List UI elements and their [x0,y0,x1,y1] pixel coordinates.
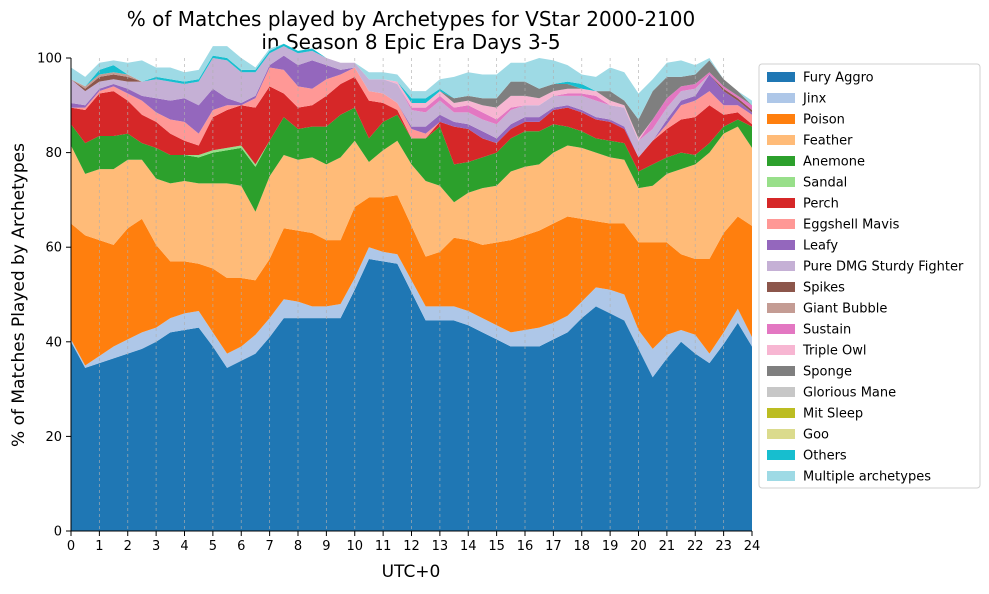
legend-swatch-giant-bubble [767,303,795,313]
x-axis-label: UTC+0 [382,562,441,582]
x-tick-label-2: 2 [124,539,132,554]
legend-label-giant-bubble: Giant Bubble [803,302,887,317]
legend-swatch-poison [767,114,795,124]
x-tick-label-16: 16 [517,539,534,554]
x-tick-label-12: 12 [403,539,420,554]
legend-swatch-sponge [767,366,795,376]
legend-label-jinx: Jinx [802,92,827,107]
legend-label-pure-dmg-sturdy-fighter: Pure DMG Sturdy Fighter [803,260,964,275]
y-tick-label-100: 100 [37,52,62,67]
y-tick-label-80: 80 [45,146,62,161]
x-tick-label-19: 19 [602,539,619,554]
area-multiple-archetypes [71,43,752,120]
legend-label-leafy: Leafy [803,239,838,254]
y-tick-label-20: 20 [45,430,62,445]
x-tick-label-5: 5 [209,539,217,554]
legend-swatch-mit-sleep [767,408,795,418]
x-tick-label-0: 0 [67,539,75,554]
x-tick-label-4: 4 [180,539,188,554]
legend-label-sponge: Sponge [803,365,852,380]
legend-label-glorious-mane: Glorious Mane [803,386,896,401]
legend-label-fury-aggro: Fury Aggro [803,71,874,86]
legend-label-anemone: Anemone [803,155,865,170]
legend-label-feather: Feather [803,134,853,149]
legend: Fury Aggro Jinx Poison Feather Anemone Sandal… [758,63,981,489]
x-tick-label-14: 14 [460,539,477,554]
legend-swatch-feather [767,135,795,145]
x-tick-label-13: 13 [432,539,449,554]
x-tick-label-3: 3 [152,539,160,554]
x-tick-label-22: 22 [687,539,704,554]
chart-title-line-1: % of Matches played by Archetypes for VS… [127,7,696,31]
chart-title: % of Matches played by Archetypes for VS… [127,7,696,54]
legend-swatch-jinx [767,93,795,103]
legend-label-perch: Perch [803,197,839,212]
legend-swatch-pure-dmg-sturdy-fighter [767,261,795,271]
legend-swatch-goo [767,429,795,439]
x-tick-label-8: 8 [294,539,302,554]
legend-swatch-multiple-archetypes [767,471,795,481]
legend-label-triple-owl: Triple Owl [802,344,866,359]
y-tick-label-60: 60 [45,241,62,256]
x-tick-label-18: 18 [573,539,590,554]
x-tick-label-21: 21 [659,539,676,554]
x-tick-label-23: 23 [715,539,732,554]
legend-label-sustain: Sustain [803,323,851,338]
legend-frame [758,63,981,489]
legend-label-goo: Goo [803,428,829,443]
legend-swatch-others [767,450,795,460]
x-tick-label-7: 7 [265,539,273,554]
x-tick-label-9: 9 [322,539,330,554]
area-leafy [71,55,752,158]
area-jinx [71,247,752,378]
legend-label-eggshell-mavis: Eggshell Mavis [803,218,900,233]
legend-label-multiple-archetypes: Multiple archetypes [803,470,931,485]
x-tick-label-1: 1 [95,539,103,554]
legend-swatch-sandal [767,177,795,187]
legend-swatch-triple-owl [767,345,795,355]
legend-swatch-eggshell-mavis [767,219,795,229]
legend-swatch-spikes [767,282,795,292]
legend-swatch-perch [767,198,795,208]
x-tick-label-17: 17 [545,539,562,554]
x-tick-label-20: 20 [630,539,647,554]
legend-swatch-leafy [767,240,795,250]
legend-label-sandal: Sandal [803,176,847,191]
y-axis-label: % of Matches Played by Archetypes [9,143,29,447]
x-tick-label-6: 6 [237,539,245,554]
x-tick-label-11: 11 [375,539,392,554]
x-tick-label-24: 24 [744,539,761,554]
y-tick-label-40: 40 [45,335,62,350]
y-tick-label-0: 0 [54,525,62,540]
legend-label-others: Others [803,449,847,464]
x-tick-label-10: 10 [346,539,363,554]
legend-swatch-glorious-mane [767,387,795,397]
x-tick-label-15: 15 [488,539,505,554]
legend-label-mit-sleep: Mit Sleep [803,407,863,422]
legend-swatch-fury-aggro [767,72,795,82]
legend-label-spikes: Spikes [803,281,845,296]
area-pure-dmg-sturdy-fighter [71,46,752,158]
legend-swatch-anemone [767,156,795,166]
legend-label-poison: Poison [803,113,845,128]
axes: 0 1 2 3 4 5 6 7 8 9 10 11 12 13 14 15 16 17 18 19 20 21 22 23 24… [37,52,760,555]
grid-lines [98,58,725,531]
legend-swatch-sustain [767,324,795,334]
